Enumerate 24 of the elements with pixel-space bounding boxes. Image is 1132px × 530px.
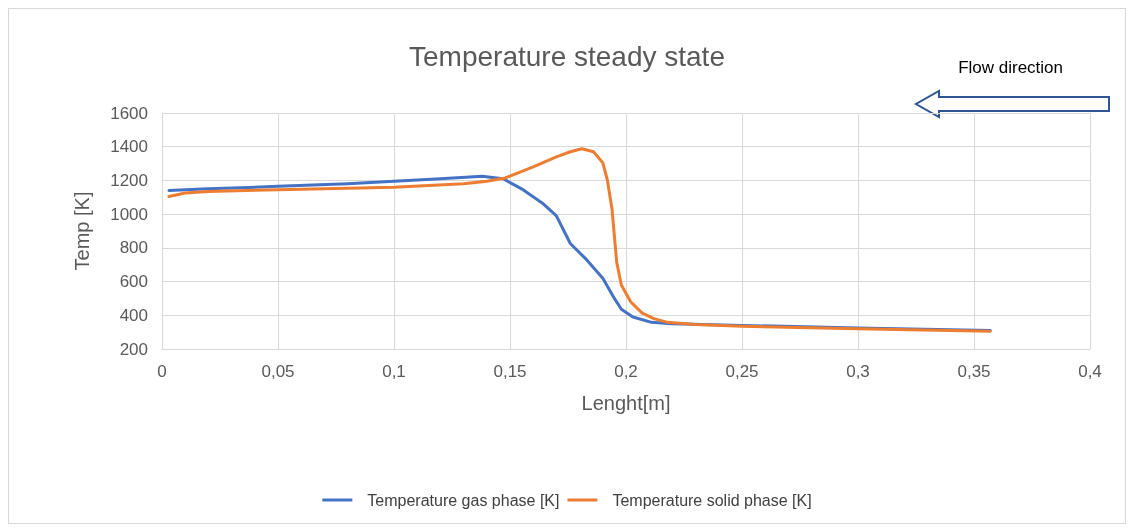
x-tick-label: 0,1 [382, 362, 406, 381]
x-tick-label: 0,05 [261, 362, 295, 381]
chart-title: Temperature steady state [409, 40, 725, 72]
y-tick-label: 200 [119, 339, 148, 359]
y-tick-label: 1000 [110, 204, 148, 224]
x-tick-label: 0,15 [493, 362, 527, 381]
y-tick-label: 600 [119, 272, 148, 292]
x-tick-label: 0,2 [614, 362, 638, 381]
x-tick-label: 0 [157, 362, 167, 381]
x-tick-label: 0,3 [846, 362, 870, 381]
legend-label: Temperature solid phase [K] [612, 491, 812, 509]
x-axis-title: Lenght[m] [581, 392, 671, 414]
y-axis-title: Temp [K] [71, 191, 93, 271]
y-tick-label: 1400 [110, 137, 148, 157]
text: Flow direction [958, 58, 1063, 77]
x-tick-label: 0,4 [1078, 362, 1102, 381]
y-tick-label: 1600 [110, 103, 148, 123]
x-tick-label: 0,25 [725, 362, 759, 381]
y-tick-label: 800 [119, 238, 148, 258]
y-tick-label: 1200 [110, 170, 148, 190]
x-tick-label: 0,35 [957, 362, 991, 381]
legend-label: Temperature gas phase [K] [367, 491, 560, 509]
y-tick-label: 400 [119, 305, 148, 325]
line-series [167, 147, 992, 333]
